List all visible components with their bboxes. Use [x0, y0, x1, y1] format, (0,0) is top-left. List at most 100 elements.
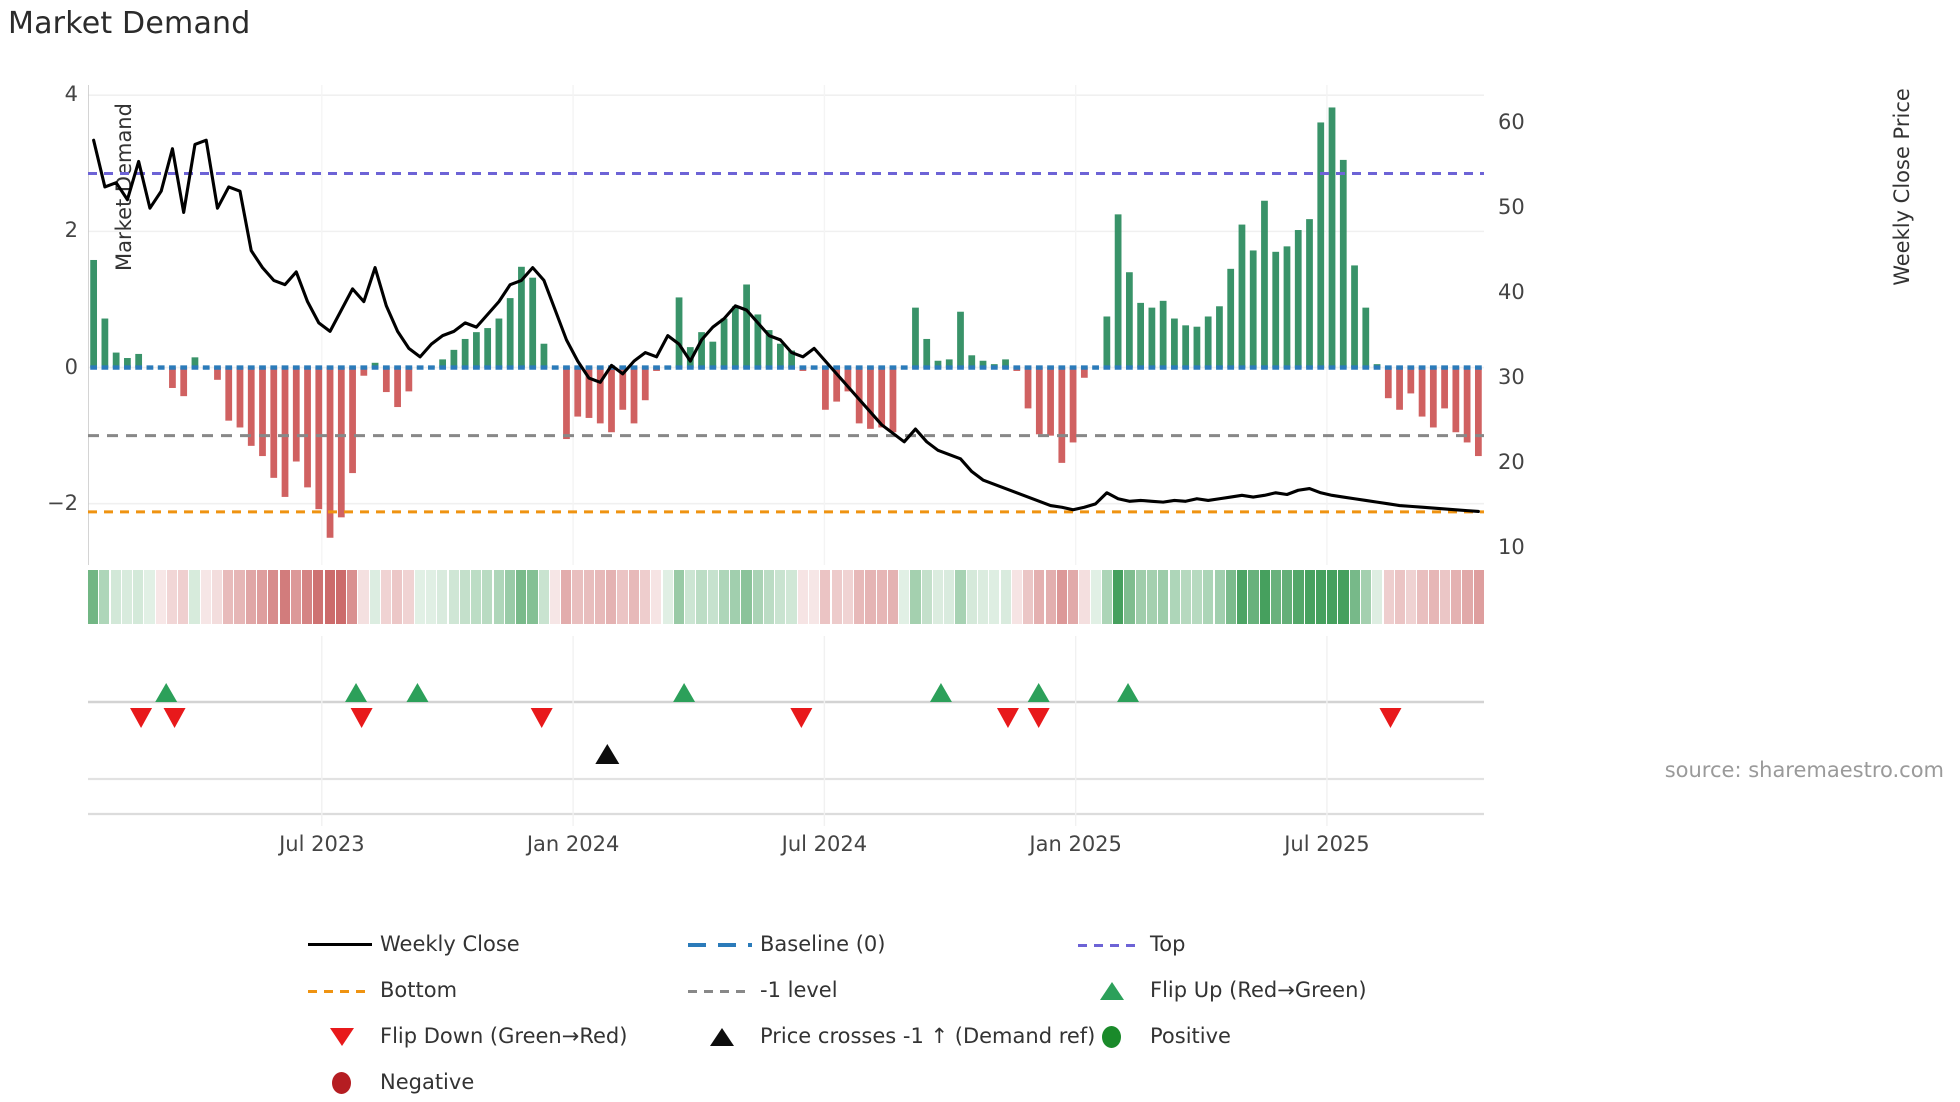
legend-item[interactable]: Positive [1070, 1017, 1470, 1055]
heatmap-cell [1270, 570, 1282, 624]
heatmap-cell [1225, 570, 1236, 624]
flip-up-marker [1027, 683, 1050, 702]
heatmap-cell [1383, 570, 1394, 624]
heatmap-cell [200, 570, 211, 624]
legend-label: Flip Down (Green→Red) [380, 1024, 628, 1048]
legend-item[interactable]: Top [1070, 925, 1470, 963]
heatmap-cell [279, 570, 290, 624]
y-tick-right: 50 [1498, 195, 1525, 220]
heatmap-cell [189, 570, 200, 624]
legend-key [680, 1024, 760, 1048]
heatmap-cell [234, 570, 245, 624]
heatmap-cell [1259, 570, 1270, 624]
heatmap-cell [730, 570, 741, 624]
heatmap-cell [302, 570, 313, 624]
heatmap-cell [718, 570, 730, 624]
heatmap-cell [144, 570, 155, 624]
legend-item[interactable]: Weekly Close [300, 925, 680, 963]
y-tick-left: 4 [64, 82, 78, 107]
heatmap-cell [538, 570, 549, 624]
source-note: source: sharemaestro.com [1664, 758, 1944, 782]
heatmap-cell [910, 570, 921, 624]
heatmap-cell [820, 570, 831, 624]
marker-zone [88, 636, 1484, 826]
heatmap-cell [166, 570, 178, 624]
heatmap-cell [842, 570, 853, 624]
legend-item[interactable]: Flip Up (Red→Green) [1070, 971, 1470, 1009]
heatmap-cell [966, 570, 977, 624]
heatmap-cell [459, 570, 470, 624]
y-tick-left: −2 [47, 490, 78, 515]
heatmap-cell [380, 570, 392, 624]
flip-up-marker [345, 683, 368, 702]
legend-item[interactable]: Negative [300, 1063, 680, 1101]
flip-down-marker [996, 708, 1019, 728]
heatmap-cell [347, 570, 358, 624]
plot-area [88, 85, 1484, 565]
heatmap-cell [775, 570, 786, 624]
heatmap-cell [662, 570, 673, 624]
y-tick-right: 40 [1498, 280, 1525, 305]
heatmap-cell [1315, 570, 1327, 624]
legend-baseline-icon [688, 943, 752, 947]
flip-down-marker [350, 708, 373, 728]
price-cross-marker [595, 744, 620, 764]
legend-key [680, 978, 760, 1002]
heatmap-cell [1428, 570, 1439, 624]
heatmap-cell [561, 570, 572, 624]
heatmap-cell [1282, 570, 1293, 624]
heatmap-cell [628, 570, 639, 624]
flip-down-marker [130, 708, 153, 728]
chart-title: Market Demand [8, 6, 251, 41]
heatmap-cell [1192, 570, 1203, 624]
legend-label: Positive [1150, 1024, 1231, 1048]
heatmap-cell [369, 570, 380, 624]
heatmap-cell [831, 570, 842, 624]
heatmap-cell [1056, 570, 1068, 624]
heatmap-cell [932, 570, 944, 624]
heatmap-cell [1372, 570, 1383, 624]
heatmap-cell [1124, 570, 1135, 624]
heatmap-cell [651, 570, 662, 624]
heatmap-cell [685, 570, 696, 624]
legend-key [300, 932, 380, 956]
flip-down-marker [1379, 708, 1402, 728]
heatmap-cell [1203, 570, 1214, 624]
heatmap-cell [448, 570, 459, 624]
heatmap-cell [99, 570, 110, 624]
heatmap-cell [1327, 570, 1338, 624]
legend-item[interactable]: Bottom [300, 971, 680, 1009]
heatmap-cell [921, 570, 932, 624]
legend-key [300, 978, 380, 1002]
heatmap-cell [583, 570, 594, 624]
heatmap-cell [313, 570, 324, 624]
heatmap-cell [763, 570, 775, 624]
heatmap-cell [1113, 570, 1124, 624]
legend-item[interactable]: Flip Down (Green→Red) [300, 1017, 680, 1055]
flip-down-marker [790, 708, 813, 728]
marker-svg [88, 636, 1484, 826]
heatmap-cell [471, 570, 482, 624]
flip-up-marker [406, 683, 429, 702]
legend-label: Weekly Close [380, 932, 520, 956]
heatmap-cell [1045, 570, 1056, 624]
heatmap-cell [887, 570, 899, 624]
heatmap-cell [403, 570, 414, 624]
flip-up-marker [1117, 683, 1140, 702]
heatmap-cell [809, 570, 820, 624]
heatmap-cell [1079, 570, 1090, 624]
heatmap-cell [1146, 570, 1158, 624]
heatmap-cell [1068, 570, 1079, 624]
heatmap-cell [504, 570, 515, 624]
heatmap-cell [617, 570, 628, 624]
legend-item[interactable]: Baseline (0) [680, 925, 1070, 963]
legend-item[interactable]: -1 level [680, 971, 1070, 1009]
heatmap-cell [155, 570, 166, 624]
heatmap-cell [178, 570, 189, 624]
heatmap-cell [1338, 570, 1349, 624]
legend-key [1070, 978, 1150, 1002]
x-tick: Jul 2025 [1284, 832, 1370, 856]
legend-line-icon [308, 943, 372, 947]
heatmap-cell [1293, 570, 1304, 624]
legend-item[interactable]: Price crosses -1 ↑ (Demand ref) [680, 1017, 1095, 1055]
